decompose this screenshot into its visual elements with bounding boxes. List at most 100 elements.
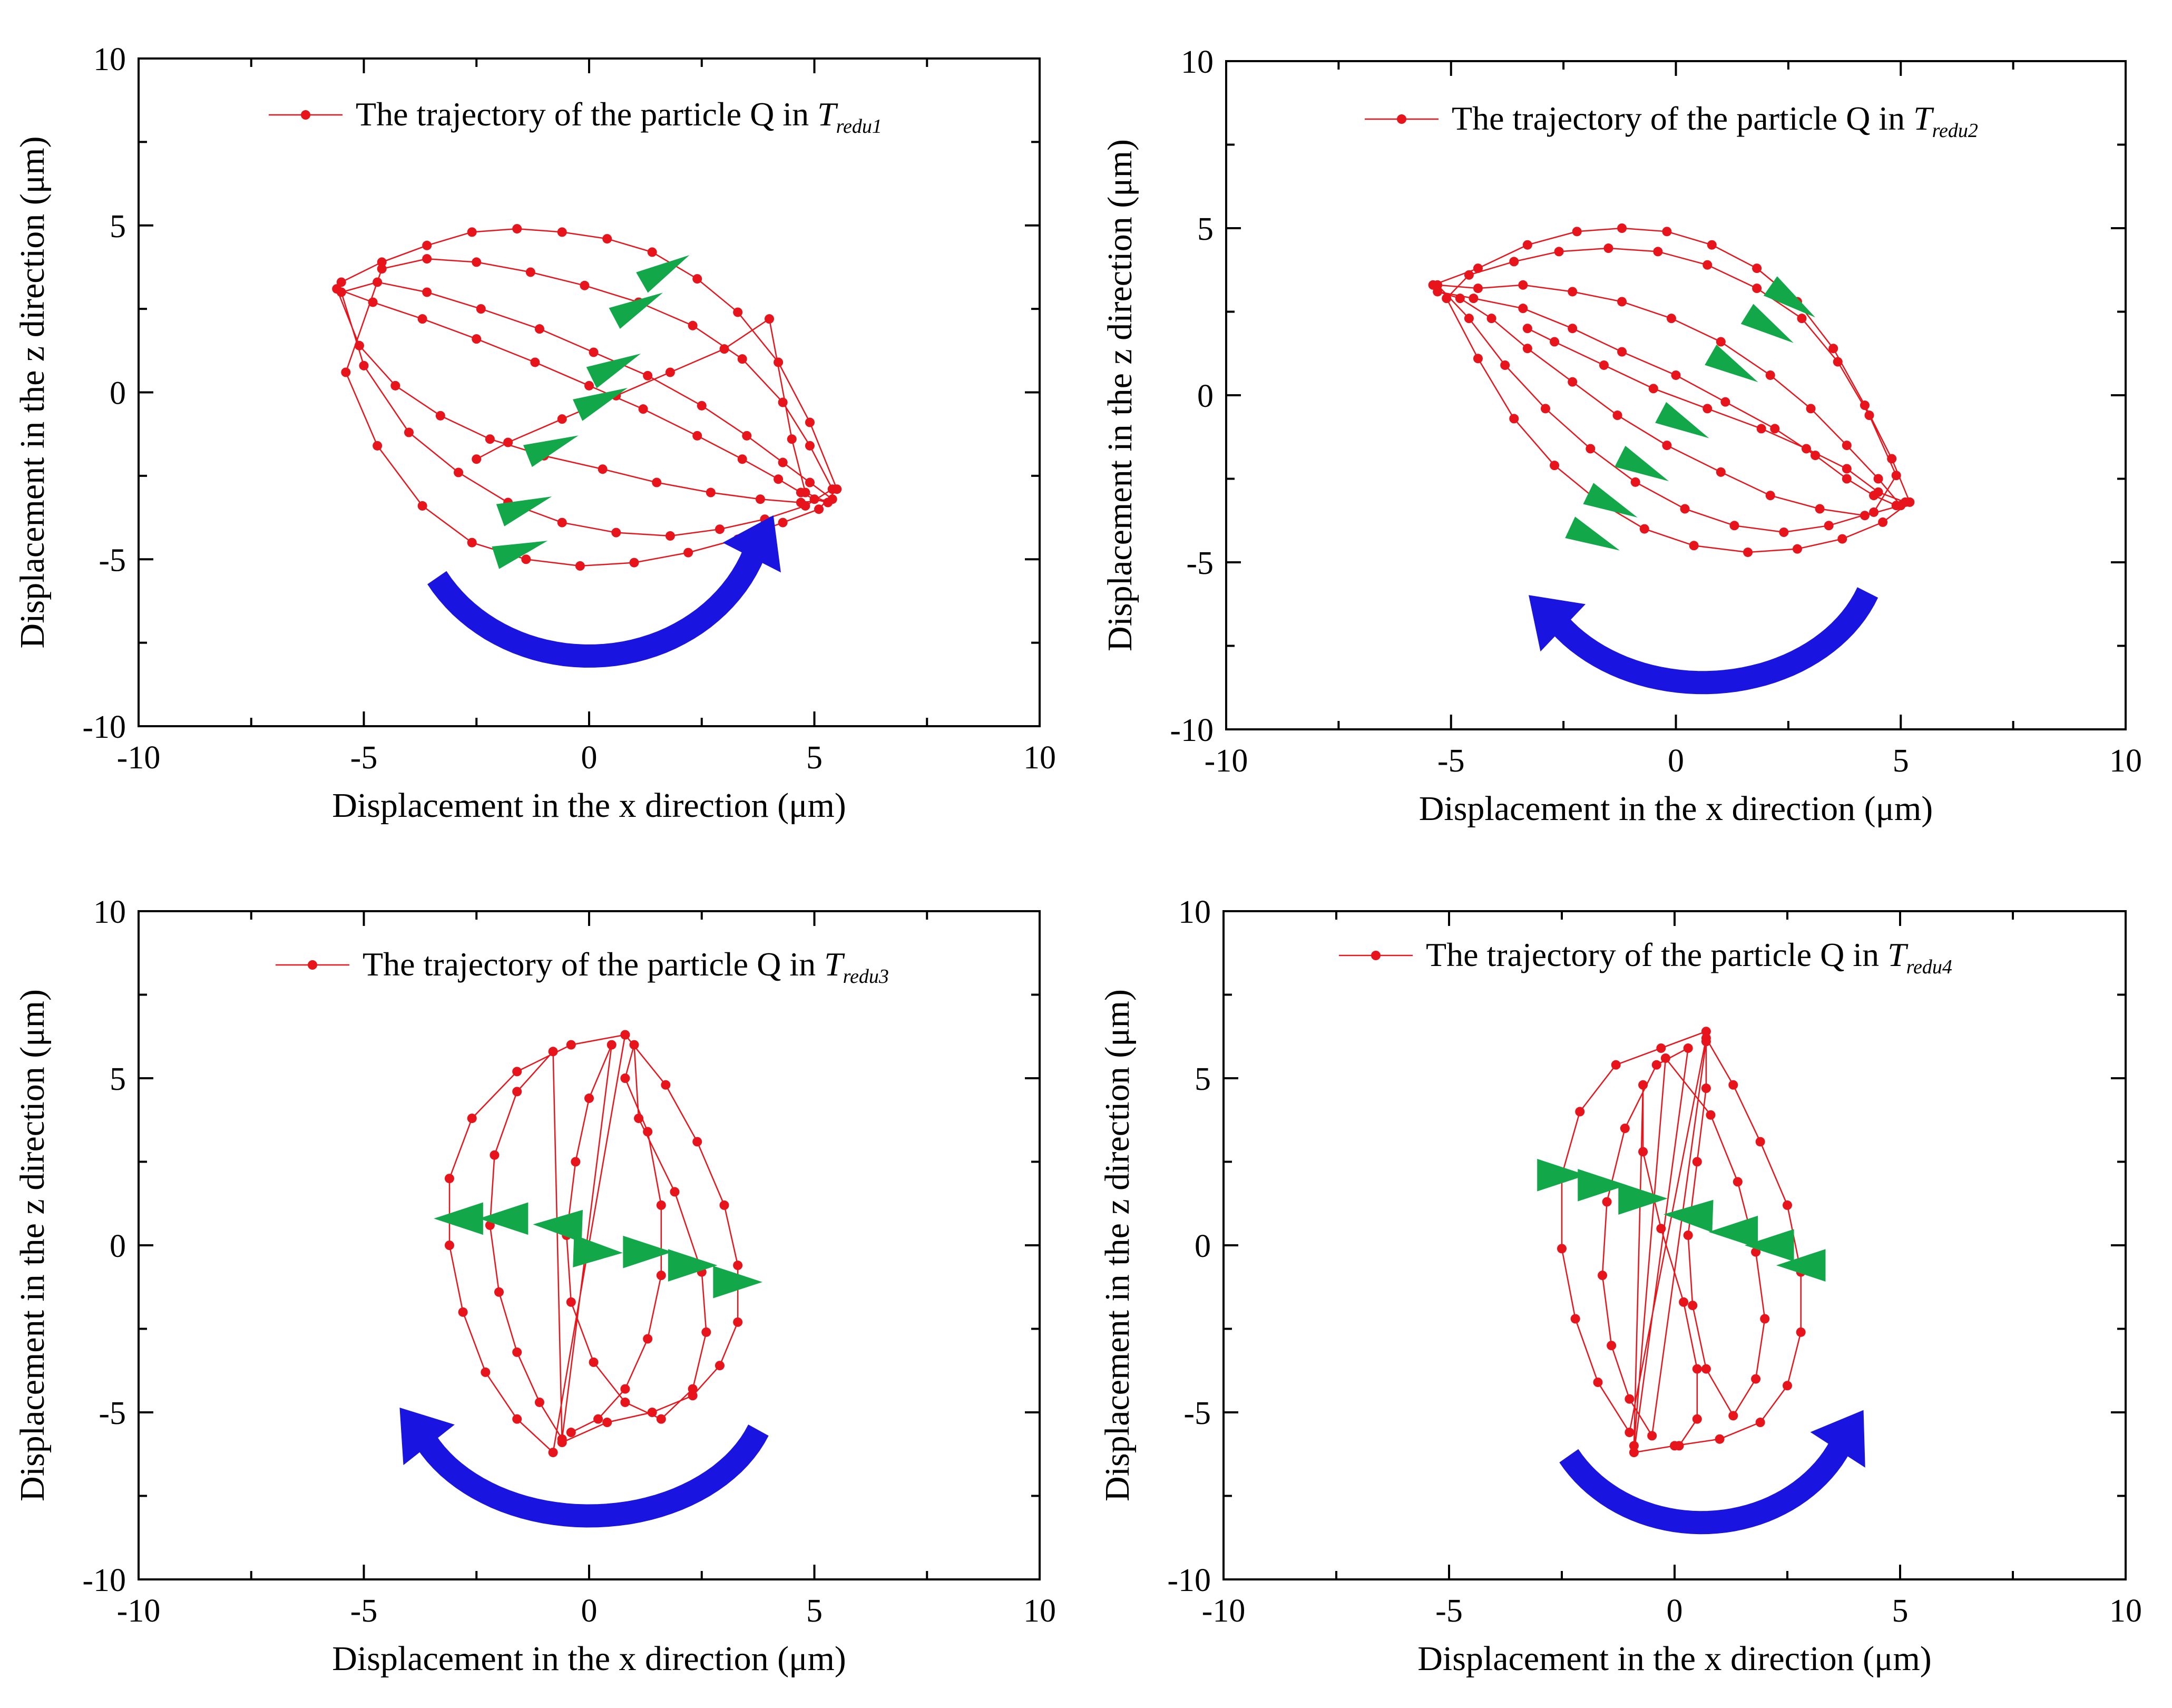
trajectory-point: [1602, 1197, 1612, 1207]
trajectory-point: [1557, 1244, 1567, 1254]
trajectory-point: [778, 397, 788, 407]
panel-bottom-right-legend-symbol: T: [1887, 936, 1909, 973]
trajectory-point: [765, 314, 774, 324]
panel-top-right: -10 -5 0 5 10 -10 -5 0 5 10 Displacement…: [1101, 44, 2142, 828]
trajectory-point: [1860, 511, 1870, 521]
trajectory-point: [1760, 1314, 1770, 1324]
trajectory-point: [1824, 521, 1834, 531]
trajectory-point: [1797, 314, 1807, 324]
trajectory-point: [1783, 1381, 1792, 1391]
trajectory-point: [805, 417, 815, 427]
panel-top-right-legend-label: The trajectory of the particle Q in Tred…: [1452, 100, 1978, 142]
panel-bottom-left-xtick-label: 0: [581, 1593, 598, 1629]
panel-top-right-xtick-label: -5: [1437, 743, 1465, 779]
trajectory-point: [1887, 454, 1897, 464]
direction-marker: [1744, 1229, 1794, 1262]
trajectory-point: [1550, 461, 1560, 471]
trajectory-point: [530, 357, 540, 367]
trajectory-point: [1891, 501, 1901, 511]
direction-marker: [609, 292, 663, 329]
trajectory-point: [1743, 547, 1753, 557]
panel-top-left: -10 -5 0 5 10 -10 -5 0 5 10 Displacement…: [13, 42, 1056, 825]
rotation-arrow-head: [722, 515, 781, 573]
trajectory-point: [1680, 504, 1690, 514]
trajectory-point: [688, 320, 698, 330]
panel-top-left-rotation-arrow: [427, 515, 781, 668]
panel-bottom-left-legend-marker: [308, 960, 317, 970]
trajectory-point: [1473, 354, 1483, 364]
panel-top-right-ytick-labels: -10 -5 0 5 10: [1170, 44, 1214, 748]
panel-bottom-right-xtick-label: 5: [1892, 1593, 1909, 1629]
direction-marker: [523, 435, 579, 467]
trajectory-point: [1568, 324, 1578, 334]
trajectory-point: [1666, 314, 1676, 324]
trajectory-point: [1720, 397, 1730, 407]
trajectory-point: [1648, 384, 1658, 394]
trajectory-point: [1455, 294, 1465, 304]
panel-top-right-ytick-label: -10: [1170, 713, 1214, 748]
panel-top-right-ytick-label: 0: [1197, 378, 1214, 414]
trajectory-point: [1433, 280, 1443, 290]
direction-marker: [1618, 1182, 1668, 1215]
trajectory-point: [774, 474, 784, 484]
trajectory-point: [1509, 414, 1519, 424]
trajectory-point: [733, 1317, 743, 1327]
trajectory-point: [1433, 287, 1443, 297]
trajectory-point: [1522, 240, 1532, 250]
trajectory-point: [1639, 524, 1649, 534]
direction-marker: [1655, 402, 1709, 438]
trajectory-point: [701, 1327, 711, 1337]
trajectory-point: [1692, 1157, 1702, 1167]
panel-bottom-left-ytick-labels: -10 -5 0 5 10: [82, 894, 126, 1598]
trajectory-point: [548, 1448, 558, 1458]
panel-top-right-xtick-labels: -10 -5 0 5 10: [1205, 743, 2142, 779]
trajectory-point: [1796, 1327, 1806, 1337]
panel-bottom-left-legend: The trajectory of the particle Q in Tred…: [276, 945, 889, 988]
panel-top-left-direction-markers: [492, 255, 690, 569]
trajectory-point: [719, 344, 729, 354]
trajectory-point: [534, 324, 544, 334]
trajectory-point: [1656, 1224, 1666, 1234]
trajectory-point: [1586, 444, 1596, 454]
direction-marker: [586, 354, 641, 388]
trajectory-point: [557, 1434, 567, 1444]
trajectory-point: [620, 1397, 630, 1407]
trajectory-point: [1599, 360, 1609, 370]
trajectory-point: [589, 1357, 599, 1367]
trajectory-point: [1707, 240, 1717, 250]
trajectory-point: [458, 1307, 468, 1317]
panel-top-right-xtick-label: -10: [1205, 743, 1248, 779]
direction-marker: [1565, 516, 1620, 551]
panel-bottom-left-legend-label: The trajectory of the particle Q in Tred…: [363, 945, 889, 988]
trajectory-point: [557, 414, 567, 424]
trajectory-point: [1572, 227, 1582, 237]
trajectory-point: [1716, 337, 1726, 347]
panel-top-right-direction-markers: [1565, 276, 1816, 551]
direction-marker: [533, 1209, 583, 1243]
trajectory-point: [1473, 284, 1483, 294]
trajectory-point: [1509, 257, 1519, 267]
trajectory-point: [1568, 377, 1578, 387]
direction-marker: [623, 1235, 672, 1268]
trajectory-point: [1837, 534, 1847, 544]
trajectory-point: [1540, 404, 1550, 414]
trajectory-point: [1864, 411, 1874, 421]
rotation-arrow-body: [1559, 1439, 1851, 1535]
panel-bottom-left-xtick-label: -5: [350, 1593, 378, 1629]
panel-bottom-right-y-axis-title: Displacement in the z direction (μm): [1098, 989, 1137, 1501]
trajectory-point: [566, 1040, 576, 1050]
trajectory-point: [1765, 491, 1775, 501]
trajectory-point: [1442, 294, 1452, 304]
trajectory-point: [377, 264, 387, 274]
panel-top-left-ytick-label: 10: [93, 42, 126, 77]
trajectory-point: [1828, 344, 1838, 354]
trajectory-point: [1674, 1441, 1684, 1451]
trajectory-point: [814, 504, 824, 514]
trajectory-point: [737, 454, 747, 464]
direction-marker: [496, 496, 552, 526]
trajectory-point: [1660, 1053, 1670, 1063]
trajectory-point: [1617, 223, 1627, 233]
trajectory-point: [665, 367, 675, 377]
trajectory-point: [1689, 541, 1699, 551]
trajectory-point: [1900, 497, 1910, 507]
